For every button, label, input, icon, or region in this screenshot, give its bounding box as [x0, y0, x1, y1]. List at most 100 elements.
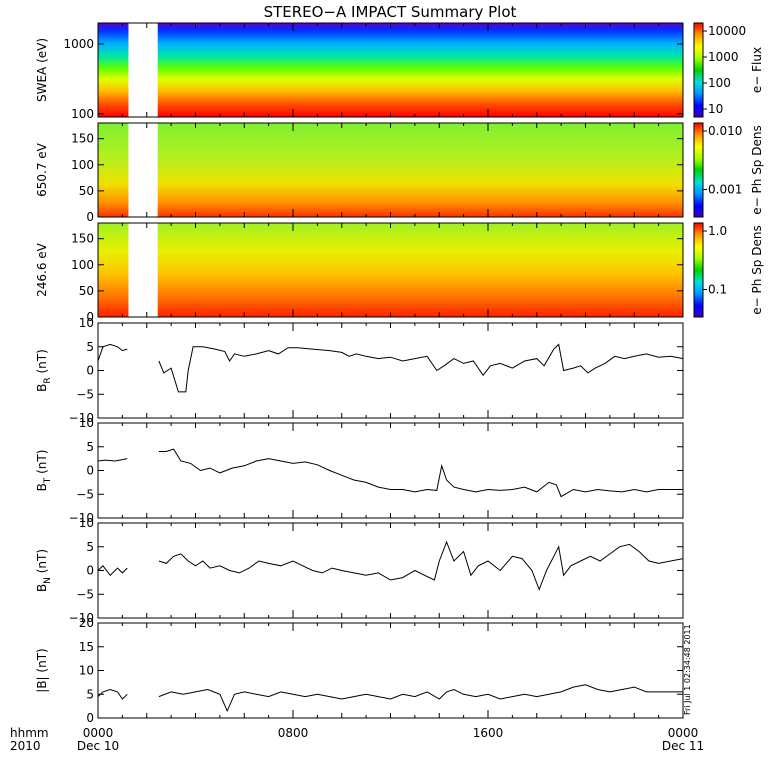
y-tick-label: 0: [86, 464, 94, 478]
series-line-segment: [97, 458, 128, 462]
y-tick-label: −5: [76, 387, 94, 401]
y-tick-label: −10: [69, 511, 94, 525]
panel-4: BR (nT) 10 5 0 −5 −10: [35, 316, 684, 425]
panel-frame: [97, 422, 684, 519]
y-tick-label: 10: [79, 664, 94, 678]
y-axis-label-main: |B|: [35, 676, 49, 692]
y-axis-label-sub: T: [43, 477, 53, 484]
y-axis-label-unit: (nT): [35, 450, 49, 478]
colorbar: [693, 22, 704, 118]
series-line-segment: [97, 688, 128, 700]
colorbar-tick-label: 0.001: [708, 183, 742, 197]
panel-frame: [97, 622, 684, 719]
panel-3: 1.0 0.1 e− Ph Sp Dens 246.6 eV 150 100 50 0: [35, 222, 764, 324]
series-line-segment: [97, 565, 128, 577]
colorbar-tick-label: 100: [708, 76, 731, 90]
heatmap-fill: [98, 223, 683, 317]
y-tick-label: 100: [71, 158, 94, 172]
series-line-segment: [158, 684, 683, 713]
y-axis-label: BN (nT): [35, 549, 53, 592]
timestamp-label: Fri Jul 1 02:34:48 2011: [683, 624, 692, 715]
colorbar-label: e− Ph Sp Dens: [750, 125, 764, 214]
colorbar-tick-label: 10: [708, 102, 723, 116]
y-axis-label: SWEA (eV): [35, 38, 49, 102]
y-axis-label: 246.6 eV: [35, 242, 49, 297]
heatmap-fill: [98, 123, 683, 217]
y-tick-label: −5: [76, 487, 94, 501]
x-tick-date-label: Dec 10: [77, 739, 119, 753]
y-tick-label: 0: [86, 564, 94, 578]
colorbar-label: e− Ph Sp Dens: [750, 225, 764, 314]
y-axis-label: 650.7 eV: [35, 142, 49, 197]
data-gap: [128, 223, 158, 317]
colorbar-tick-label: 0.1: [708, 283, 727, 297]
x-axis-header-line1: hhmm: [10, 726, 49, 740]
x-tick-label: 0000: [83, 726, 114, 740]
y-tick-label: 10: [79, 416, 94, 430]
colorbar-tick-label: 1000: [708, 50, 739, 64]
series-line-segment: [158, 540, 684, 591]
y-tick-label: 0: [86, 310, 94, 324]
y-tick-label: −10: [69, 611, 94, 625]
y-axis-label-main: B: [35, 584, 49, 592]
panel-5: BT (nT) 10 5 0 −5 −10: [35, 416, 684, 525]
y-tick-label: 5: [86, 540, 94, 554]
y-axis-label: BT (nT): [35, 450, 53, 492]
y-tick-label: 150: [71, 132, 94, 146]
y-axis-label-unit: (nT): [35, 349, 49, 377]
heatmap-fill: [98, 23, 683, 117]
x-tick-label: 1600: [473, 726, 504, 740]
x-axis-header-line2: 2010: [10, 739, 41, 753]
y-tick-label: 100: [71, 258, 94, 272]
colorbar-tick-label: 0.010: [708, 124, 742, 138]
x-tick-label: 0800: [278, 726, 309, 740]
panel-2: 0.010 0.001 e− Ph Sp Dens 650.7 eV 150 100 50 0: [35, 122, 764, 224]
y-axis-label: |B| (nT): [35, 648, 49, 692]
y-axis-label-main: B: [35, 384, 49, 392]
series-line-segment: [158, 448, 683, 498]
colorbar-tick-label: 10000: [708, 24, 746, 38]
colorbar-tick-label: 1.0: [708, 224, 727, 238]
y-tick-label: 150: [71, 232, 94, 246]
panel-frame: [97, 322, 684, 419]
y-tick-label: 50: [79, 284, 94, 298]
y-axis-label-sub: R: [43, 377, 53, 383]
y-tick-label: −5: [76, 587, 94, 601]
y-tick-label: 50: [79, 184, 94, 198]
data-gap: [128, 123, 158, 217]
y-axis-label-main: B: [35, 483, 49, 491]
y-tick-label: 100: [71, 107, 94, 121]
data-gap: [128, 23, 158, 117]
series-line-segment: [97, 343, 128, 362]
panel-6: BN (nT) 10 5 0 −5 −10: [35, 516, 684, 625]
y-tick-label: 10: [79, 516, 94, 530]
panel-1: 10000 1000 100 10 e− Flux SWEA (eV) 1000 100: [35, 22, 764, 121]
y-tick-label: 0: [86, 364, 94, 378]
y-tick-label: 10: [79, 316, 94, 330]
x-tick-label: 0000: [668, 726, 699, 740]
colorbar-label: e− Flux: [750, 47, 764, 93]
x-tick-date-label: Dec 11: [662, 739, 704, 753]
y-axis-label-unit: (nT): [35, 549, 49, 577]
y-tick-label: 0: [86, 210, 94, 224]
y-axis-label-unit: (nT): [35, 648, 49, 676]
colorbar: [693, 122, 704, 218]
y-tick-label: 0: [86, 711, 94, 725]
y-tick-label: 5: [86, 687, 94, 701]
y-axis-label-sub: N: [43, 577, 53, 584]
panel-frame: [97, 522, 684, 619]
y-tick-label: −10: [69, 411, 94, 425]
y-tick-label: 5: [86, 440, 94, 454]
y-axis-label: BR (nT): [35, 349, 53, 392]
colorbar: [693, 222, 704, 318]
y-tick-label: 1000: [63, 37, 94, 51]
y-tick-label: 15: [79, 640, 94, 654]
series-line-segment: [158, 343, 684, 393]
plot-title: STEREO−A IMPACT Summary Plot: [264, 3, 517, 21]
panel-7: |B| (nT) 20 15 10 5 0: [35, 616, 684, 725]
y-tick-label: 20: [79, 616, 94, 630]
